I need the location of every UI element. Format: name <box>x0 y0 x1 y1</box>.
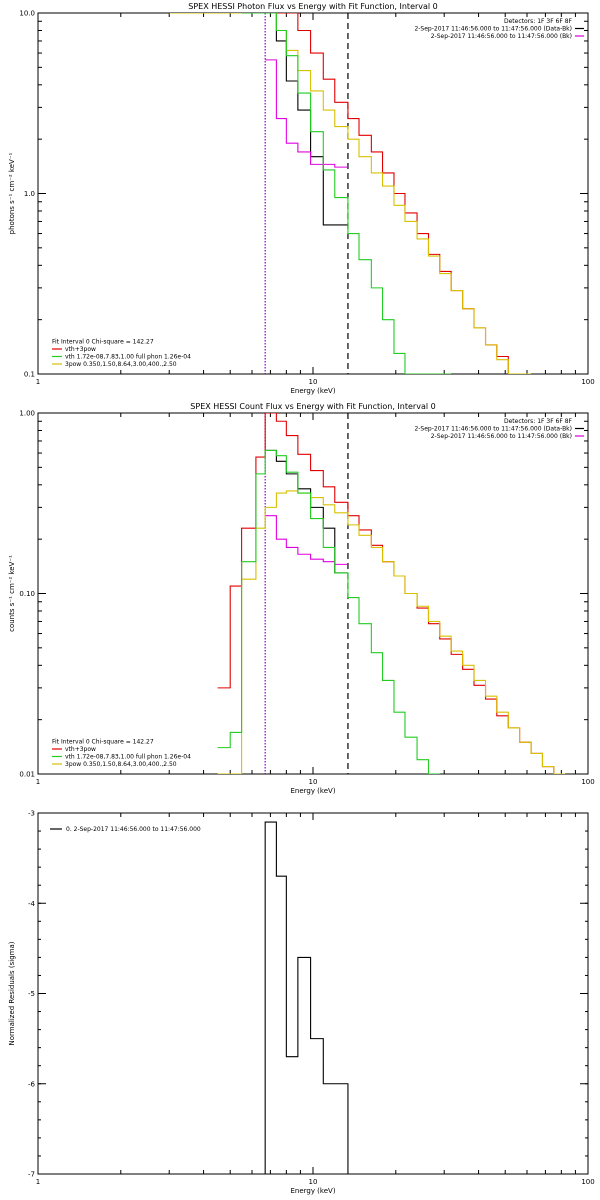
x-axis: 1 10 100 Energy (keV) <box>36 413 595 795</box>
plot-area <box>217 413 566 774</box>
x-tick-label: 10 <box>309 378 318 386</box>
y-tick-label: -5 <box>28 990 35 998</box>
chart-title: SPEX HESSI Count Flux vs Energy with Fit… <box>190 402 435 411</box>
x-tick-label: 100 <box>581 1178 594 1186</box>
series-2-line <box>265 515 348 565</box>
x-axis-label: Energy (keV) <box>290 1187 335 1195</box>
y-tick-label: -7 <box>28 1171 35 1179</box>
x-axis-label: Energy (keV) <box>290 787 335 795</box>
x-axis-label: Energy (keV) <box>290 387 335 395</box>
y-tick-label: -6 <box>28 1080 36 1088</box>
panel-1: SPEX HESSI Photon Flux vs Energy with Fi… <box>8 2 595 395</box>
legend-entry-label: vth+3pow <box>65 346 96 353</box>
legend-entry-label: Detectors: 1F 3F 6F 8F <box>504 418 573 425</box>
legend-entry-label: 2-Sep-2017 11:46:56.000 to 11:47:56.000 … <box>414 426 572 433</box>
legend-entry-label: vth+3pow <box>65 746 96 753</box>
plot-area <box>264 821 349 1174</box>
series-5-line <box>241 13 452 374</box>
plot-frame <box>37 12 589 375</box>
plot-area <box>169 13 532 374</box>
legend-bottom: Fit Interval 0 Chi-square = 142.27vth+3p… <box>52 339 191 368</box>
y-tick-label: 0.1 <box>24 371 35 379</box>
legend-top: Detectors: 1F 3F 6F 8F2-Sep-2017 11:46:5… <box>414 418 584 440</box>
y-axis-label: photons s⁻¹ cm⁻² keV⁻¹ <box>8 152 16 234</box>
x-tick-label: 1 <box>36 1178 40 1186</box>
panel-3: 1 10 100 Energy (keV) -3 -4 -5 -6 -7 Normalized R… <box>8 810 595 1196</box>
legend-entry-label: vth 1.72e-08,7.83,1.00 full phon 1.26e-0… <box>65 354 191 361</box>
series-3-line <box>217 413 566 774</box>
y-tick-label: 0.01 <box>19 771 35 779</box>
x-tick-label: 1 <box>36 778 40 786</box>
legend-entry-label: Fit Interval 0 Chi-square = 142.27 <box>52 339 154 346</box>
legend-entry-label: Fit Interval 0 Chi-square = 142.27 <box>52 739 154 746</box>
y-tick-label: 1.0 <box>24 190 35 198</box>
y-axis: 0.1 1.0 10.0 photons s⁻¹ cm⁻² keV⁻¹ <box>8 10 588 379</box>
series-4-line <box>217 490 566 774</box>
legend-top: 0. 2-Sep-2017 11:46:56.000 to 11:47:56.0… <box>50 826 201 833</box>
panel-2: SPEX HESSI Count Flux vs Energy with Fit… <box>8 402 595 795</box>
series-4-line <box>169 13 532 374</box>
series-5-line <box>217 449 440 774</box>
x-tick-label: 10 <box>309 778 318 786</box>
y-axis-label: Normalized Residuals (sigma) <box>8 941 16 1045</box>
legend-entry-label: 2-Sep-2017 11:46:56.000 to 11:47:56.000 … <box>431 33 572 40</box>
series-2-line <box>265 59 348 168</box>
plot-frame <box>37 412 589 775</box>
legend-top: Detectors: 1F 3F 6F 8F2-Sep-2017 11:46:5… <box>414 18 584 40</box>
legend-entry-label: Detectors: 1F 3F 6F 8F <box>504 18 573 25</box>
x-tick-label: 10 <box>309 1178 318 1186</box>
legend-entry-label: 3pow 0.350,1.50,8.64,3.00,400.,2.50 <box>65 361 177 368</box>
y-axis: -3 -4 -5 -6 -7 Normalized Residuals (sigma) <box>8 810 588 1179</box>
y-tick-label: -4 <box>28 900 36 908</box>
y-tick-label: 0.10 <box>19 590 35 598</box>
x-tick-label: 100 <box>581 778 594 786</box>
legend-entry-label: 2-Sep-2017 11:46:56.000 to 11:47:56.000 … <box>431 433 572 440</box>
legend-entry-label: vth 1.72e-08,7.83,1.00 full phon 1.26e-0… <box>65 754 191 761</box>
plot-frame <box>37 812 589 1175</box>
x-axis: 1 10 100 Energy (keV) <box>36 13 595 395</box>
y-tick-label: 10.0 <box>19 10 35 18</box>
y-axis-label: counts s⁻¹ cm⁻² keV⁻¹ <box>8 555 16 632</box>
legend-entry-label: 0. 2-Sep-2017 11:46:56.000 to 11:47:56.0… <box>66 826 201 833</box>
chart-title: SPEX HESSI Photon Flux vs Energy with Fi… <box>188 2 438 11</box>
series-1-line <box>265 13 348 226</box>
legend-entry-label: 3pow 0.350,1.50,8.64,3.00,400.,2.50 <box>65 761 177 768</box>
series-3-line <box>169 13 532 374</box>
y-axis: 0.01 0.10 1.00 counts s⁻¹ cm⁻² keV⁻¹ <box>8 410 588 779</box>
legend-bottom: Fit Interval 0 Chi-square = 142.27vth+3p… <box>52 739 191 768</box>
legend-entry-label: 2-Sep-2017 11:46:56.000 to 11:47:56.000 … <box>414 26 572 33</box>
x-axis: 1 10 100 Energy (keV) <box>36 813 595 1195</box>
y-tick-label: -3 <box>28 810 35 818</box>
x-tick-label: 100 <box>581 378 594 386</box>
y-tick-label: 1.00 <box>19 410 35 418</box>
series-1-line <box>265 449 348 574</box>
x-tick-label: 1 <box>36 378 40 386</box>
series-1-line <box>264 821 349 1174</box>
